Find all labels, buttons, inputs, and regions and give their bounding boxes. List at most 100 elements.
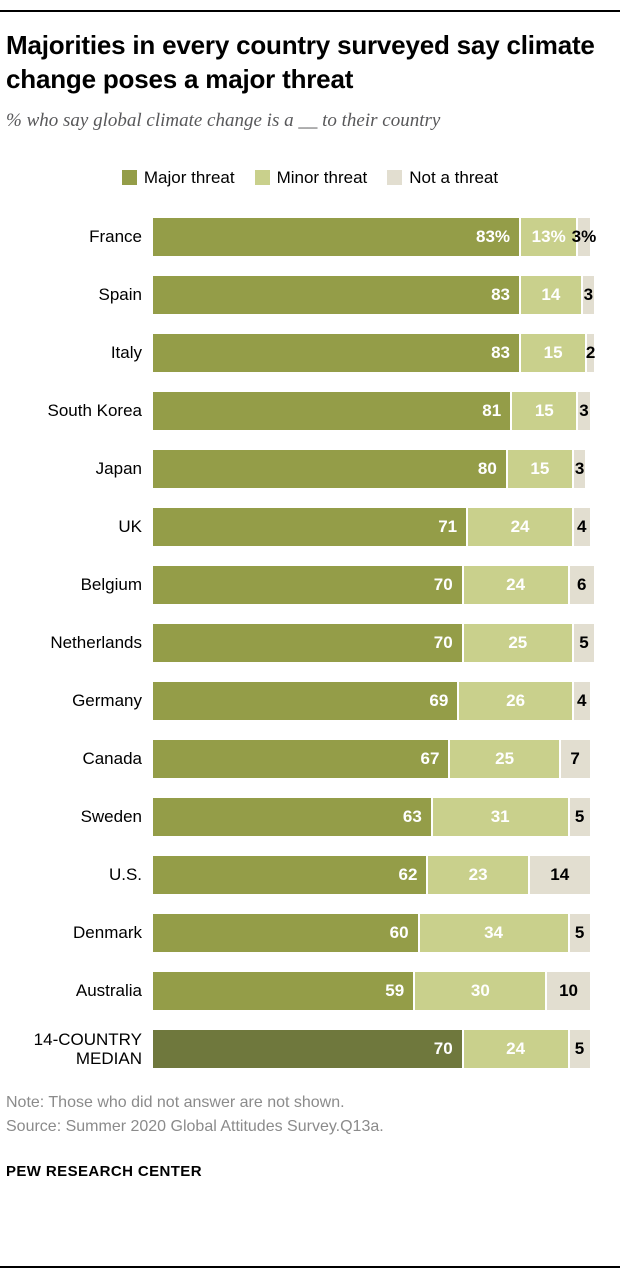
bar-segment-none: 6 [567, 565, 594, 604]
bar-segment-minor: 24 [466, 507, 572, 546]
bar-value-label: 25 [495, 748, 515, 768]
country-label: France [89, 226, 142, 246]
bar-segment-minor: 30 [413, 971, 546, 1010]
bar-group: 70 24 5 [153, 1030, 594, 1069]
top-divider [0, 10, 620, 12]
bottom-divider [0, 1266, 620, 1268]
country-label: Belgium [80, 574, 142, 594]
bar-group: 69 26 4 [153, 681, 594, 720]
country-label: U.S. [108, 864, 142, 884]
bar-value-label: 70 [433, 574, 453, 594]
chart-row: Denmark 60 34 5 [6, 913, 614, 952]
bar-segment-none: 7 [558, 739, 590, 778]
chart-row: U.S. 62 23 14 [6, 855, 614, 894]
bar-segment-major: 81 [153, 391, 511, 430]
bar-segment-none: 4 [571, 681, 590, 720]
bar-segment-none: 5 [571, 623, 594, 662]
chart-subtitle: % who say global climate change is a __ … [6, 109, 441, 131]
bar-segment-major: 83 [153, 275, 520, 314]
bar-value-label: 3% [571, 226, 597, 246]
bar-value-label: 24 [510, 516, 530, 536]
bar-value-label: 80 [477, 458, 497, 478]
bar-value-label: 67 [420, 748, 440, 768]
bar-segment-minor: 25 [461, 623, 572, 662]
bar-value-label: 3 [574, 458, 585, 478]
bar-group: 70 25 5 [153, 623, 594, 662]
legend-item: Not a threat [387, 168, 498, 188]
bar-value-label: 71 [438, 516, 458, 536]
legend-item: Major threat [121, 167, 235, 188]
bar-segment-none: 3 [580, 275, 594, 314]
bar-value-label: 83 [491, 342, 511, 362]
brand-label: PEW RESEARCH CENTER [6, 1162, 202, 1180]
bar-value-label: 24 [506, 574, 526, 594]
country-label: Spain [98, 284, 142, 304]
bar-value-label: 15 [530, 458, 550, 478]
bar-value-label: 14 [541, 284, 561, 304]
chart-row: Spain 83 14 3 [6, 275, 614, 314]
bar-segment-major: 59 [153, 971, 414, 1010]
bar-value-label: 15 [543, 342, 563, 362]
bar-value-label: 23 [468, 864, 488, 884]
bar-value-label: 6 [577, 574, 587, 594]
legend-swatch [254, 170, 270, 186]
country-label: Australia [75, 980, 142, 1000]
bar-segment-major: 83 [153, 333, 520, 372]
bar-segment-none: 3 [576, 391, 590, 430]
bar-segment-minor: 34 [417, 913, 568, 952]
country-label: UK [118, 516, 142, 536]
note-line: Note: Those who did not answer are not s… [6, 1093, 345, 1111]
chart-card: Majorities in every country surveyed say… [0, 28, 620, 1180]
bar-group: 80 15 3 [153, 449, 594, 488]
chart-row: Australia 59 30 10 [6, 971, 614, 1010]
chart-row: 14-COUNTRY MEDIAN 70 24 5 [6, 1030, 614, 1069]
bar-segment-major: 71 [153, 507, 467, 546]
bar-value-label: 5 [574, 806, 585, 826]
bar-segment-none: 14 [527, 855, 590, 894]
chart-row: Netherlands 70 25 5 [6, 623, 614, 662]
bar-value-label: 14 [550, 864, 570, 884]
bar-value-label: 69 [429, 690, 449, 710]
legend-swatch [387, 170, 403, 186]
bar-group: 59 30 10 [153, 971, 594, 1010]
bar-segment-minor: 13% [519, 217, 577, 256]
bar-group: 81 15 3 [153, 391, 594, 430]
country-label: Italy [110, 342, 142, 362]
bar-segment-major: 83% [153, 217, 520, 256]
chart-row: Germany 69 26 4 [6, 681, 614, 720]
bar-segment-none: 5 [567, 797, 590, 836]
bar-value-label: 5 [579, 632, 589, 652]
bar-value-label: 7 [570, 748, 580, 768]
bar-group: 83 15 2 [153, 333, 595, 372]
bar-value-label: 34 [484, 922, 504, 942]
bar-value-label: 83% [475, 226, 511, 246]
legend-label: Major threat [143, 167, 235, 187]
bar-group: 63 31 5 [153, 797, 594, 836]
bar-group: 70 24 6 [153, 565, 594, 604]
bar-value-label: 5 [574, 922, 585, 942]
bar-group: 71 24 4 [153, 507, 594, 546]
bar-group: 62 23 14 [153, 855, 594, 894]
bar-segment-minor: 25 [448, 739, 559, 778]
bar-segment-major: 70 [153, 565, 462, 604]
bar-segment-none: 2 [585, 333, 595, 372]
bar-segment-major: 70 [153, 623, 462, 662]
country-label: Japan [95, 458, 142, 478]
country-label: Denmark [73, 922, 142, 942]
chart-notes: Note: Those who did not answer are not s… [6, 1091, 614, 1139]
bar-segment-minor: 15 [505, 449, 572, 488]
bar-segment-minor: 26 [457, 681, 572, 720]
bar-segment-minor: 23 [426, 855, 528, 894]
bar-segment-none: 5 [567, 1030, 590, 1069]
bar-value-label: 83 [491, 284, 511, 304]
bar-group: 83% 13% 3% [153, 217, 597, 256]
bar-segment-minor: 15 [510, 391, 577, 430]
bar-value-label: 3 [579, 400, 589, 420]
bar-value-label: 81 [482, 400, 502, 420]
chart-rows: France 83% 13% 3% Spain 83 14 3 Italy 83 15 2 South … [6, 217, 614, 1069]
bar-value-label: 15 [534, 400, 554, 420]
bar-segment-none: 4 [571, 507, 590, 546]
country-label: 14-COUNTRY MEDIAN [33, 1029, 142, 1069]
bar-value-label: 25 [508, 632, 528, 652]
bar-group: 60 34 5 [153, 913, 594, 952]
